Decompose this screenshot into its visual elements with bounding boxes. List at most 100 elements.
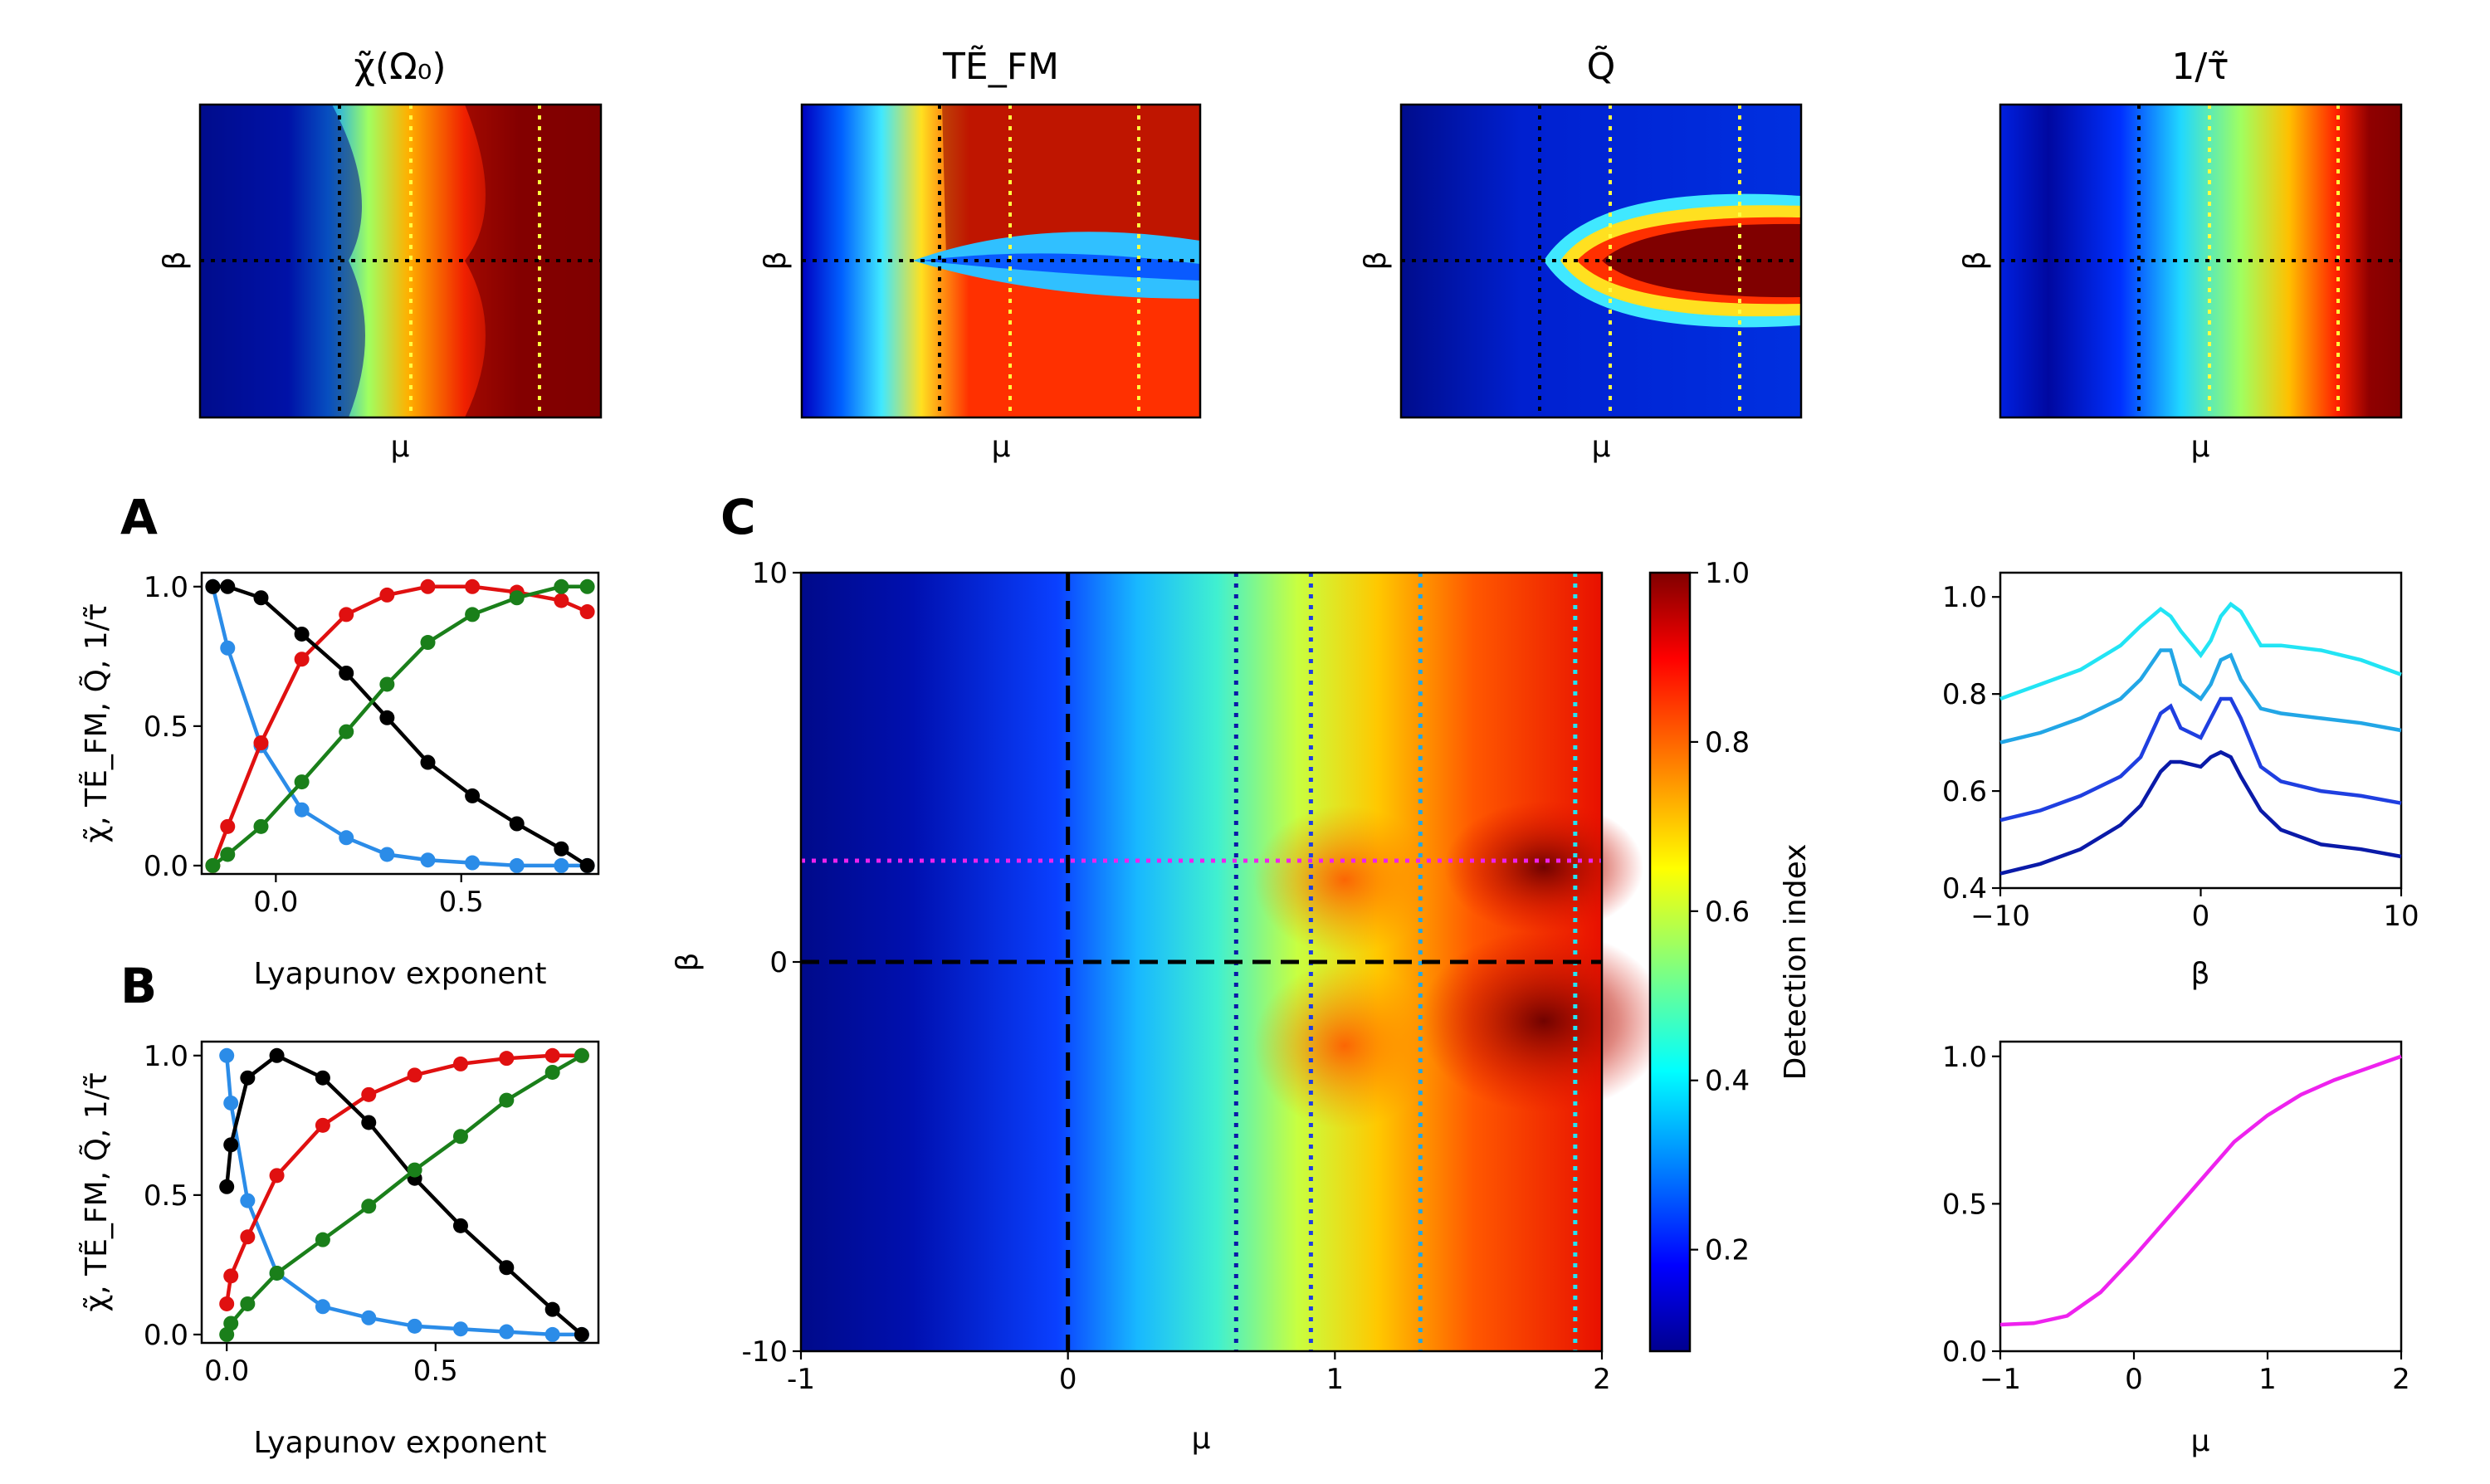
panel-a-series-point [579, 578, 595, 594]
panel-a-series-point [205, 857, 221, 873]
heatmap-q-frame [1399, 103, 1803, 419]
panel-a-series-point [294, 774, 310, 790]
panel-a-series-point [339, 830, 354, 846]
panel-a-xtick-label: 0.5 [439, 886, 484, 919]
panel-b-ytick-label: 0.0 [144, 1319, 188, 1352]
panel-a-ytick-label: 1.0 [144, 571, 188, 604]
beta-profile-series-line [1999, 749, 2402, 876]
mu-profile-ytick-label: 0.5 [1942, 1188, 1987, 1221]
panel-b-series-line [224, 1055, 582, 1337]
heatmap-tau-title: 1/τ̃ [2171, 46, 2229, 88]
beta-profile-series-line [1999, 696, 2402, 823]
panel-b-ytick-label: 0.5 [144, 1179, 188, 1213]
heatmap-q-title: Q̃ [1587, 44, 1616, 88]
panel-b-series-point [361, 1310, 377, 1325]
heatmap-tau-ylabel: β [1958, 251, 1992, 271]
panel-c-bump-top [1253, 805, 1436, 954]
panel-b-series [219, 1047, 589, 1342]
panel-a-series-point [465, 607, 481, 622]
panel-a-series-point [220, 640, 236, 656]
mu-profile-xtick-label: 1 [2258, 1363, 2277, 1396]
panel-a-series-point [420, 578, 436, 594]
beta-profile-series [1999, 601, 2402, 876]
panel-a-ticks: 0.0 0.5 0.0 0.5 1.0 [144, 571, 484, 919]
heatmap-te-frame [800, 103, 1202, 419]
panel-a-series-point [554, 841, 569, 857]
panel-b-series-point [452, 1129, 468, 1145]
beta-profile-ytick-label: 1.0 [1942, 581, 1987, 614]
panel-b-series-point [315, 1117, 330, 1133]
heatmap-chi-cold [200, 105, 365, 417]
colorbar: 0.2 0.4 0.6 0.8 1.0 Detection index [1648, 557, 1813, 1353]
panel-b-series-point [240, 1193, 256, 1208]
panel-b-series-point [223, 1137, 239, 1153]
panel-c-ytick-label: 0 [769, 946, 788, 979]
panel-b-series-point [452, 1056, 468, 1072]
panel-b-series-point [240, 1229, 256, 1245]
panel-a-series-point [579, 604, 595, 620]
panel-b-series-point [452, 1321, 468, 1337]
panel-b-series-point [407, 1318, 422, 1334]
beta-profile-series-line [1999, 648, 2402, 744]
heatmap-chi-ylabel: β [158, 251, 192, 271]
panel-b-series-point [315, 1299, 330, 1315]
panel-a-series-point [379, 847, 395, 862]
panel-b-series-point [499, 1092, 515, 1108]
heatmap-te: TẼ_FM μ β [759, 45, 1202, 464]
panel-b-series-line [224, 1053, 583, 1336]
panel-c-xtick-label: 1 [1326, 1363, 1345, 1396]
panel-a-series-point [465, 855, 481, 871]
panel-c-ytick-label: 10 [752, 557, 788, 590]
panel-a-series-point [420, 635, 436, 651]
panel-c-xtick-label: 0 [1059, 1363, 1077, 1396]
panel-b-frame [200, 1040, 600, 1345]
panel-b-ytick-label: 1.0 [144, 1040, 188, 1073]
heatmap-te-ylabel: β [759, 251, 793, 271]
panel-a-series-point [294, 652, 310, 667]
colorbar-frame [1648, 571, 1692, 1353]
colorbar-tick-label: 0.2 [1705, 1234, 1750, 1267]
panel-a-series-point [205, 578, 221, 594]
panel-c-xlabel: μ [1192, 1422, 1211, 1456]
heatmap-tau-frame [1999, 103, 2403, 419]
heatmap-chi-hot [465, 105, 601, 417]
mu-profile-frame [1999, 1040, 2403, 1353]
panel-b-series-point [315, 1070, 330, 1086]
heatmap-te-band-core [921, 253, 1200, 281]
panel-a-series-point [220, 847, 236, 862]
panel-a-series-point [509, 857, 525, 873]
panel-a-series-point [220, 578, 236, 594]
panel-a-ylabel: χ̃, TẼ_FM, Q̃, 1/τ̃ [79, 603, 114, 842]
mu-profile-xtick-label: 2 [2392, 1363, 2410, 1396]
beta-profile-chart: −10 0 10 0.4 0.6 0.8 1.0 β [1942, 571, 2419, 991]
mu-profile-series [1999, 1054, 2402, 1327]
panel-b-xtick-label: 0.0 [204, 1355, 249, 1388]
panel-b-chart: 0.0 0.5 0.0 0.5 1.0 Lyapunov exponent χ̃, TẼ… [79, 1040, 600, 1460]
panel-b-ylabel: χ̃, TẼ_FM, Q̃, 1/τ̃ [79, 1072, 114, 1311]
heatmap-tau-field [2000, 105, 2401, 417]
panel-b-series-point [499, 1260, 515, 1276]
panel-a-series-point [253, 735, 269, 751]
panel-b-xtick-label: 0.5 [413, 1355, 458, 1388]
panel-b-series-point [574, 1326, 589, 1342]
panel-b-series-point [240, 1296, 256, 1311]
heatmap-chi-xlabel: μ [391, 430, 410, 464]
panel-a-series-point [465, 578, 481, 594]
beta-profile-ytick-label: 0.4 [1942, 872, 1987, 906]
panel-b-series-point [361, 1086, 377, 1102]
beta-profile-series-line [1999, 601, 2402, 701]
panel-c-hotspot-bottom [1419, 930, 1668, 1112]
colorbar-tick-label: 0.8 [1705, 726, 1750, 759]
panel-a-series-point [253, 818, 269, 834]
beta-profile-xlabel: β [2191, 957, 2210, 991]
panel-b-series-point [407, 1162, 422, 1178]
mu-profile-ticks: −1 0 1 2 0.0 0.5 1.0 [1942, 1041, 2410, 1396]
mu-profile-xtick-label: −1 [1980, 1363, 2021, 1396]
panel-b-series-point [269, 1168, 285, 1184]
panel-a-series-point [420, 754, 436, 770]
beta-profile-xtick-label: 10 [2383, 900, 2419, 933]
panel-c-overlay [801, 573, 1602, 1351]
panel-b-series-point [223, 1316, 239, 1331]
panel-c-hotspot-top [1444, 801, 1643, 934]
